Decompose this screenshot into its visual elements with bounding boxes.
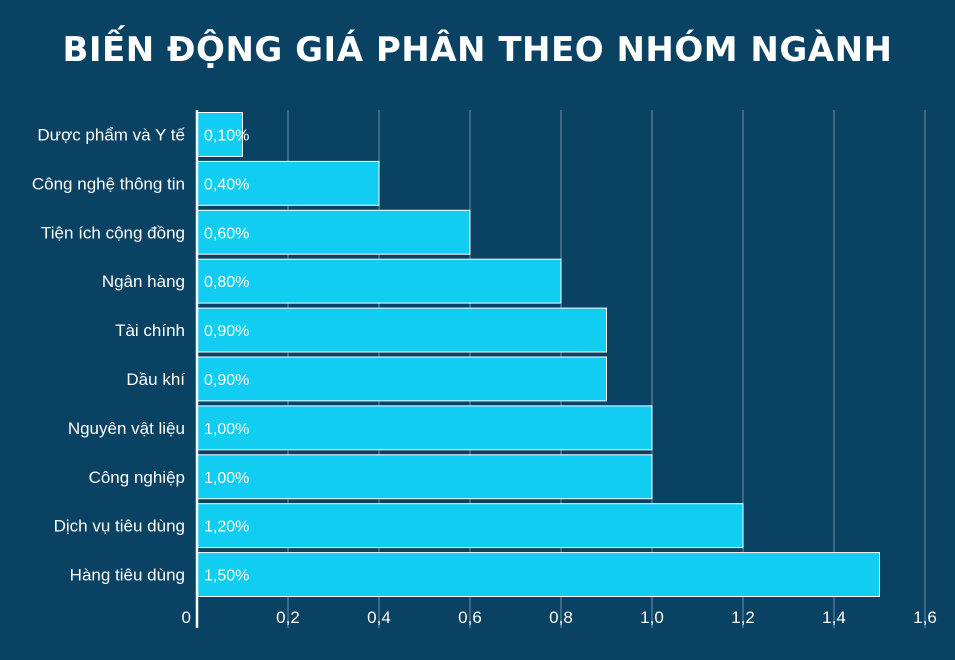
chart-title: BIẾN ĐỘNG GIÁ PHÂN THEO NHÓM NGÀNH	[62, 30, 893, 70]
bar	[196, 356, 607, 402]
labels: 0 0,2 0,4 0,6 0,8 1,0 1,2 1,4 1,6 0,10% Dược phẩm …	[32, 125, 937, 627]
bar-value-label: 0,90%	[204, 372, 249, 389]
bar	[196, 307, 607, 353]
x-tick-label: 0,2	[276, 608, 300, 627]
bar-value-label: 0,60%	[204, 225, 249, 242]
x-tick-label: 1,4	[822, 608, 846, 627]
category-label: Hàng tiêu dùng	[70, 566, 185, 585]
category-label: Công nghệ thông tin	[32, 174, 185, 193]
bar	[196, 405, 653, 451]
category-label: Nguyên vật liệu	[68, 419, 185, 438]
x-tick-label: 0,6	[458, 608, 482, 627]
bar-value-label: 1,00%	[204, 470, 249, 487]
bar	[196, 454, 653, 500]
category-label: Tiện ích cộng đồng	[41, 223, 185, 242]
x-tick-label: 1,6	[913, 608, 937, 627]
category-label: Công nghiệp	[89, 468, 185, 487]
bar	[196, 112, 243, 157]
bar-value-label: 1,00%	[204, 421, 249, 438]
bar	[196, 552, 880, 597]
category-label: Dược phẩm và Y tế	[37, 125, 185, 144]
bar-value-label: 1,50%	[204, 568, 249, 585]
bar-value-label: 0,90%	[204, 323, 249, 340]
x-tick-label: 0	[182, 608, 191, 627]
bars	[196, 112, 880, 597]
x-tick-label: 0,8	[549, 608, 573, 627]
category-label: Dầu khí	[126, 370, 185, 389]
bar-value-label: 0,80%	[204, 274, 249, 291]
x-tick-label: 1,0	[640, 608, 664, 627]
bar-value-label: 0,10%	[204, 127, 249, 144]
bar-value-label: 0,40%	[204, 176, 249, 193]
category-label: Dịch vụ tiêu dùng	[54, 517, 185, 536]
x-tick-label: 1,2	[731, 608, 755, 627]
bar	[196, 503, 744, 549]
category-label: Ngân hàng	[102, 272, 185, 291]
bar	[196, 258, 562, 304]
bar-value-label: 1,20%	[204, 519, 249, 536]
category-label: Tài chính	[115, 321, 185, 340]
bar	[196, 160, 380, 206]
x-tick-label: 0,4	[367, 608, 391, 627]
